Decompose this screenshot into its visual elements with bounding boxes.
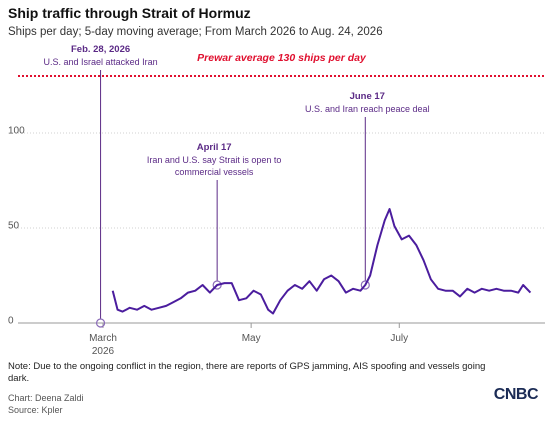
annotation-marker xyxy=(360,280,370,290)
y-tick-label: 50 xyxy=(8,221,20,232)
x-tick-label: March 2026 xyxy=(89,333,117,357)
annotation-text: U.S. and Iran reach peace deal xyxy=(304,104,430,114)
annotation-marker xyxy=(212,280,222,290)
credit: Chart: Deena Zaldi xyxy=(8,393,84,403)
reference-label: Prewar average 130 ships per day xyxy=(197,52,366,64)
logo: CNBC xyxy=(493,386,539,403)
data-line xyxy=(111,208,532,315)
annotation-text: U.S. and Israel attacked Iran xyxy=(43,57,158,67)
annotation-date: April 17 xyxy=(196,142,232,153)
annotation: Feb. 28, 2026 U.S. and Israel attacked Ir… xyxy=(31,44,171,68)
annotation-date: June 17 xyxy=(349,91,385,102)
x-tick-label: July xyxy=(390,333,409,344)
chart-subtitle: Ships per day; 5-day moving average; Fro… xyxy=(8,26,383,38)
annotation: April 17 Iran and U.S. say Strait is open… xyxy=(139,142,289,178)
annotation-marker xyxy=(95,318,106,328)
y-tick-label: 100 xyxy=(8,126,25,137)
source: Source: Kpler xyxy=(8,405,63,415)
y-tick-label: 0 xyxy=(8,316,14,327)
annotation-date: Feb. 28, 2026 xyxy=(70,44,131,55)
annotation-text: Iran and U.S. say Strait is open to comm… xyxy=(146,155,282,177)
chart-title: Ship traffic through Strait of Hormuz xyxy=(8,5,251,21)
footnote: Note: Due to the ongoing conflict in the… xyxy=(8,361,486,384)
x-tick-label: May xyxy=(241,333,261,344)
annotation: June 17 U.S. and Iran reach peace deal xyxy=(302,91,432,115)
